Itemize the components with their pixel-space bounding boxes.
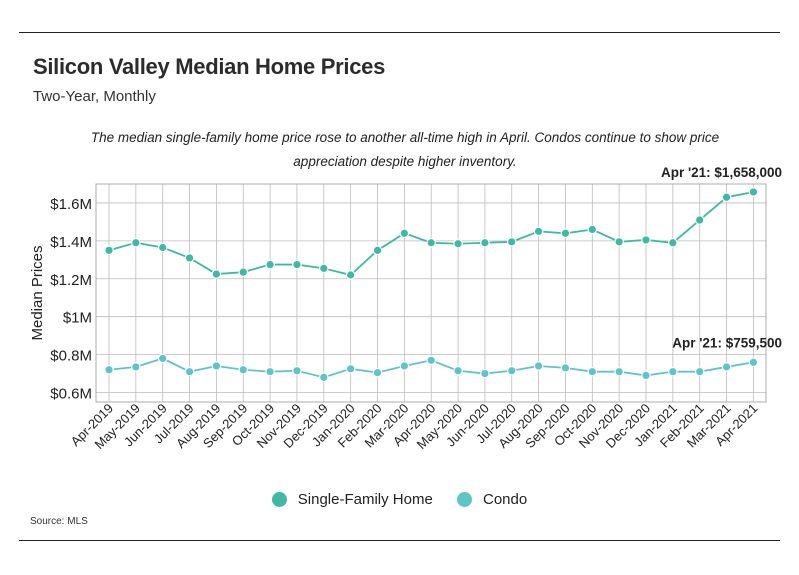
y-tick-label: $1.2M: [50, 272, 92, 289]
data-point-single-family-home: [587, 224, 598, 235]
data-point-single-family-home: [318, 263, 329, 274]
data-point-single-family-home: [345, 270, 356, 280]
data-point-single-family-home: [614, 237, 624, 247]
legend-label-single-family: Single-Family Home: [297, 491, 433, 508]
data-point-single-family-home: [104, 245, 114, 256]
y-tick-label: $1M: [63, 310, 92, 327]
plot-frame: [95, 183, 767, 403]
data-point-single-family-home: [721, 192, 732, 203]
data-point-condo: [318, 372, 329, 383]
y-axis-label: Median Prices: [29, 245, 46, 340]
legend-item-single-family: Single-Family Home: [271, 491, 433, 508]
y-tick-label: $0.6M: [50, 386, 92, 403]
data-point-single-family-home: [426, 237, 436, 248]
data-point-single-family-home: [399, 228, 410, 239]
data-point-condo: [184, 366, 195, 377]
data-point-single-family-home: [238, 267, 249, 277]
data-point-single-family-home: [372, 245, 383, 256]
legend: Single-Family Home Condo: [0, 491, 799, 511]
data-point-single-family-home: [480, 237, 490, 248]
data-point-single-family-home: [748, 187, 759, 197]
chart-subtitle: Two-Year, Monthly: [33, 88, 156, 105]
data-point-condo: [345, 364, 356, 374]
data-label: Apr '21: $1,658,000: [661, 165, 782, 180]
top-rule: [19, 32, 780, 33]
data-point-condo: [211, 361, 222, 371]
data-point-single-family-home: [641, 235, 651, 245]
chart-annotation: The median single-family home price rose…: [90, 130, 720, 169]
data-point-condo: [560, 363, 571, 373]
legend-item-condo: Condo: [457, 491, 527, 508]
data-point-condo: [453, 365, 463, 376]
data-point-single-family-home: [453, 238, 463, 249]
data-point-condo: [238, 364, 249, 375]
y-tick-label: $1.6M: [50, 196, 92, 213]
legend-label-condo: Condo: [483, 491, 528, 508]
data-point-condo: [668, 366, 678, 377]
chart-title: Silicon Valley Median Home Prices: [33, 54, 386, 79]
data-point-condo: [506, 365, 517, 376]
data-point-single-family-home: [157, 242, 168, 253]
data-point-condo: [721, 362, 732, 372]
data-point-single-family-home: [211, 269, 222, 279]
data-point-condo: [480, 368, 490, 379]
data-point-single-family-home: [265, 259, 275, 270]
data-point-single-family-home: [292, 259, 302, 270]
data-point-condo: [614, 366, 624, 377]
data-point-condo: [372, 367, 383, 378]
data-point-single-family-home: [184, 253, 195, 263]
bottom-rule: [19, 540, 780, 541]
data-point-condo: [694, 366, 705, 377]
data-point-condo: [265, 366, 275, 377]
data-point-single-family-home: [533, 226, 544, 237]
data-point-single-family-home: [694, 215, 705, 225]
data-point-condo: [157, 353, 168, 364]
data-point-single-family-home: [668, 237, 678, 248]
data-point-condo: [131, 362, 141, 372]
data-point-condo: [748, 357, 759, 368]
legend-marker-condo: [457, 492, 472, 507]
y-tick-label: $1.4M: [50, 234, 92, 251]
data-point-condo: [292, 365, 302, 376]
data-point-single-family-home: [131, 237, 141, 248]
data-point-condo: [587, 366, 598, 377]
data-point-single-family-home: [506, 237, 517, 247]
data-point-condo: [399, 361, 410, 371]
data-label: Apr '21: $759,500: [672, 335, 782, 350]
data-point-condo: [104, 364, 114, 375]
data-point-condo: [533, 361, 544, 371]
y-tick-label: $0.8M: [50, 348, 92, 365]
data-point-condo: [426, 355, 436, 366]
data-point-condo: [641, 370, 651, 381]
source-note: Source: MLS: [30, 516, 88, 527]
data-point-single-family-home: [560, 228, 571, 239]
legend-marker-single-family: [271, 492, 287, 507]
line-chart: $0.6M$0.8M$1M$1.2M$1.4M$1.6MApr-2019May-…: [29, 165, 782, 452]
